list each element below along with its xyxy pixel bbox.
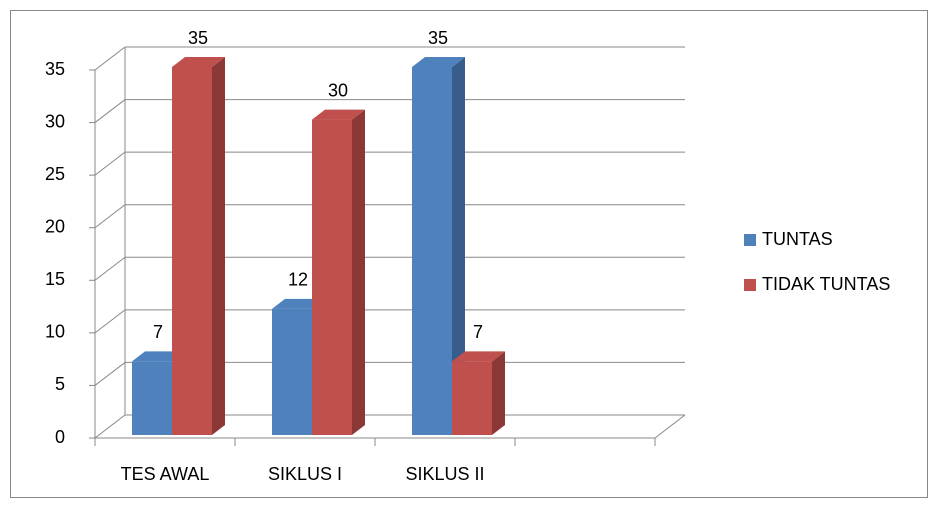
grid-diagonal <box>94 362 126 386</box>
bar-face <box>352 109 365 436</box>
value-label: 35 <box>188 28 208 48</box>
y-tick-label: 35 <box>45 59 65 79</box>
y-tick-label: 25 <box>45 164 65 184</box>
grid-diagonal <box>94 151 126 176</box>
bar-face <box>312 109 365 120</box>
legend-swatch <box>744 234 756 246</box>
y-tick-label: 5 <box>55 374 65 394</box>
bar-face <box>212 57 225 435</box>
bar <box>452 351 505 435</box>
legend-label: TUNTAS <box>762 229 833 249</box>
y-tick-label: 20 <box>45 216 65 236</box>
x-tick-label: SIKLUS II <box>405 464 484 484</box>
bar-face <box>172 57 225 67</box>
bar <box>312 109 365 436</box>
value-label: 30 <box>328 80 348 100</box>
bar-face <box>452 57 465 435</box>
bar <box>172 57 225 435</box>
y-tick-label: 0 <box>55 427 65 447</box>
grid-diagonal <box>94 309 126 334</box>
bar-face <box>312 119 352 436</box>
y-tick-label: 30 <box>45 111 65 131</box>
value-label: 7 <box>153 322 163 342</box>
bar-face <box>272 298 325 309</box>
floor-right <box>654 414 686 439</box>
bar-face <box>172 67 212 435</box>
y-tick-label: 10 <box>45 322 65 342</box>
grid-diagonal <box>94 46 126 71</box>
bar <box>412 57 465 435</box>
value-label: 12 <box>288 270 308 290</box>
bar-face <box>412 67 452 435</box>
x-tick-label: TES AWAL <box>121 464 210 484</box>
grid-diagonal <box>94 204 126 229</box>
bar-face <box>452 361 492 435</box>
y-tick-label: 15 <box>45 269 65 289</box>
bar-face <box>132 351 185 362</box>
legend-label: TIDAK TUNTAS <box>762 274 890 294</box>
x-tick-label: SIKLUS I <box>268 464 342 484</box>
bar-face <box>272 308 312 435</box>
value-label: 7 <box>473 322 483 342</box>
grid-diagonal <box>94 414 126 439</box>
bar-face <box>492 351 505 435</box>
bar-face <box>452 351 505 362</box>
bar-face <box>132 361 172 435</box>
grid-diagonal <box>94 256 126 281</box>
grid-diagonal <box>94 99 126 123</box>
bar-face <box>412 57 465 67</box>
legend-swatch <box>744 279 756 291</box>
value-label: 35 <box>428 28 448 48</box>
